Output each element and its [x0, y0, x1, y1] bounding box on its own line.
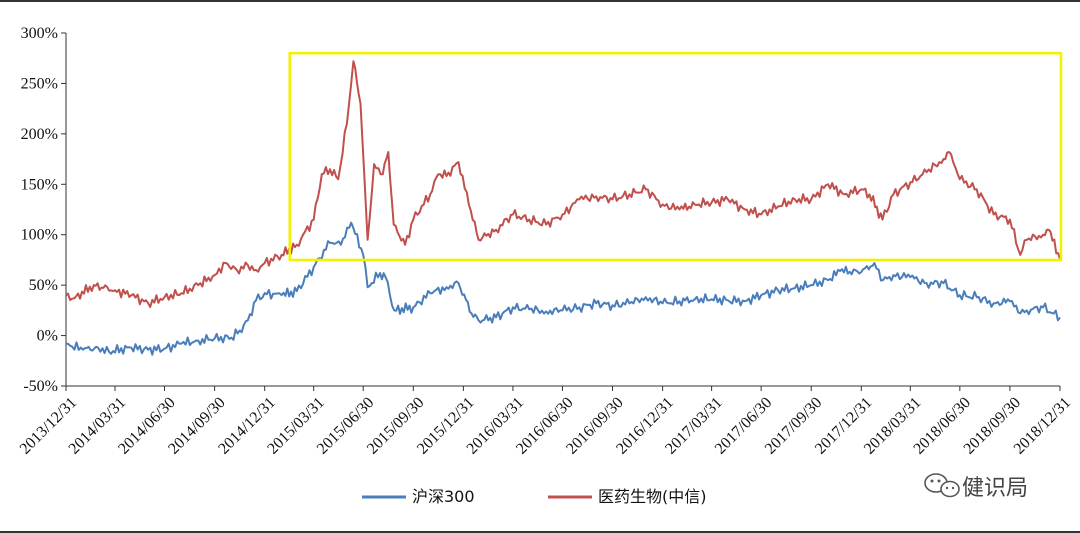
watermark: 健识局 [924, 473, 1028, 501]
legend: 沪深300 医药生物(中信) [362, 487, 707, 506]
series-layer [65, 60, 1061, 356]
y-tick-label: 200% [21, 126, 58, 143]
watermark-text: 健识局 [962, 476, 1028, 501]
y-tick-label: 150% [21, 176, 58, 193]
y-tick-label: -50% [23, 378, 58, 395]
series-line-csi300 [65, 221, 1061, 356]
y-tick-label: 300% [21, 25, 58, 42]
series-line-pharma [65, 60, 1061, 308]
legend-label: 医药生物(中信) [598, 487, 707, 506]
highlight-layer [288, 51, 1063, 262]
y-tick-label: 50% [29, 277, 58, 294]
highlight-box [288, 51, 1063, 262]
y-tick-label: 250% [21, 75, 58, 92]
y-tick-label: 100% [21, 227, 58, 244]
x-axis: 2013/12/312014/03/312014/06/302014/09/30… [17, 385, 1074, 458]
legend-label: 沪深300 [412, 487, 475, 506]
y-tick-label: 0% [37, 328, 58, 345]
wechat-icon [924, 473, 960, 498]
y-axis: 300% 250% 200% 150% 100% 50% 0% -50% [21, 25, 67, 395]
